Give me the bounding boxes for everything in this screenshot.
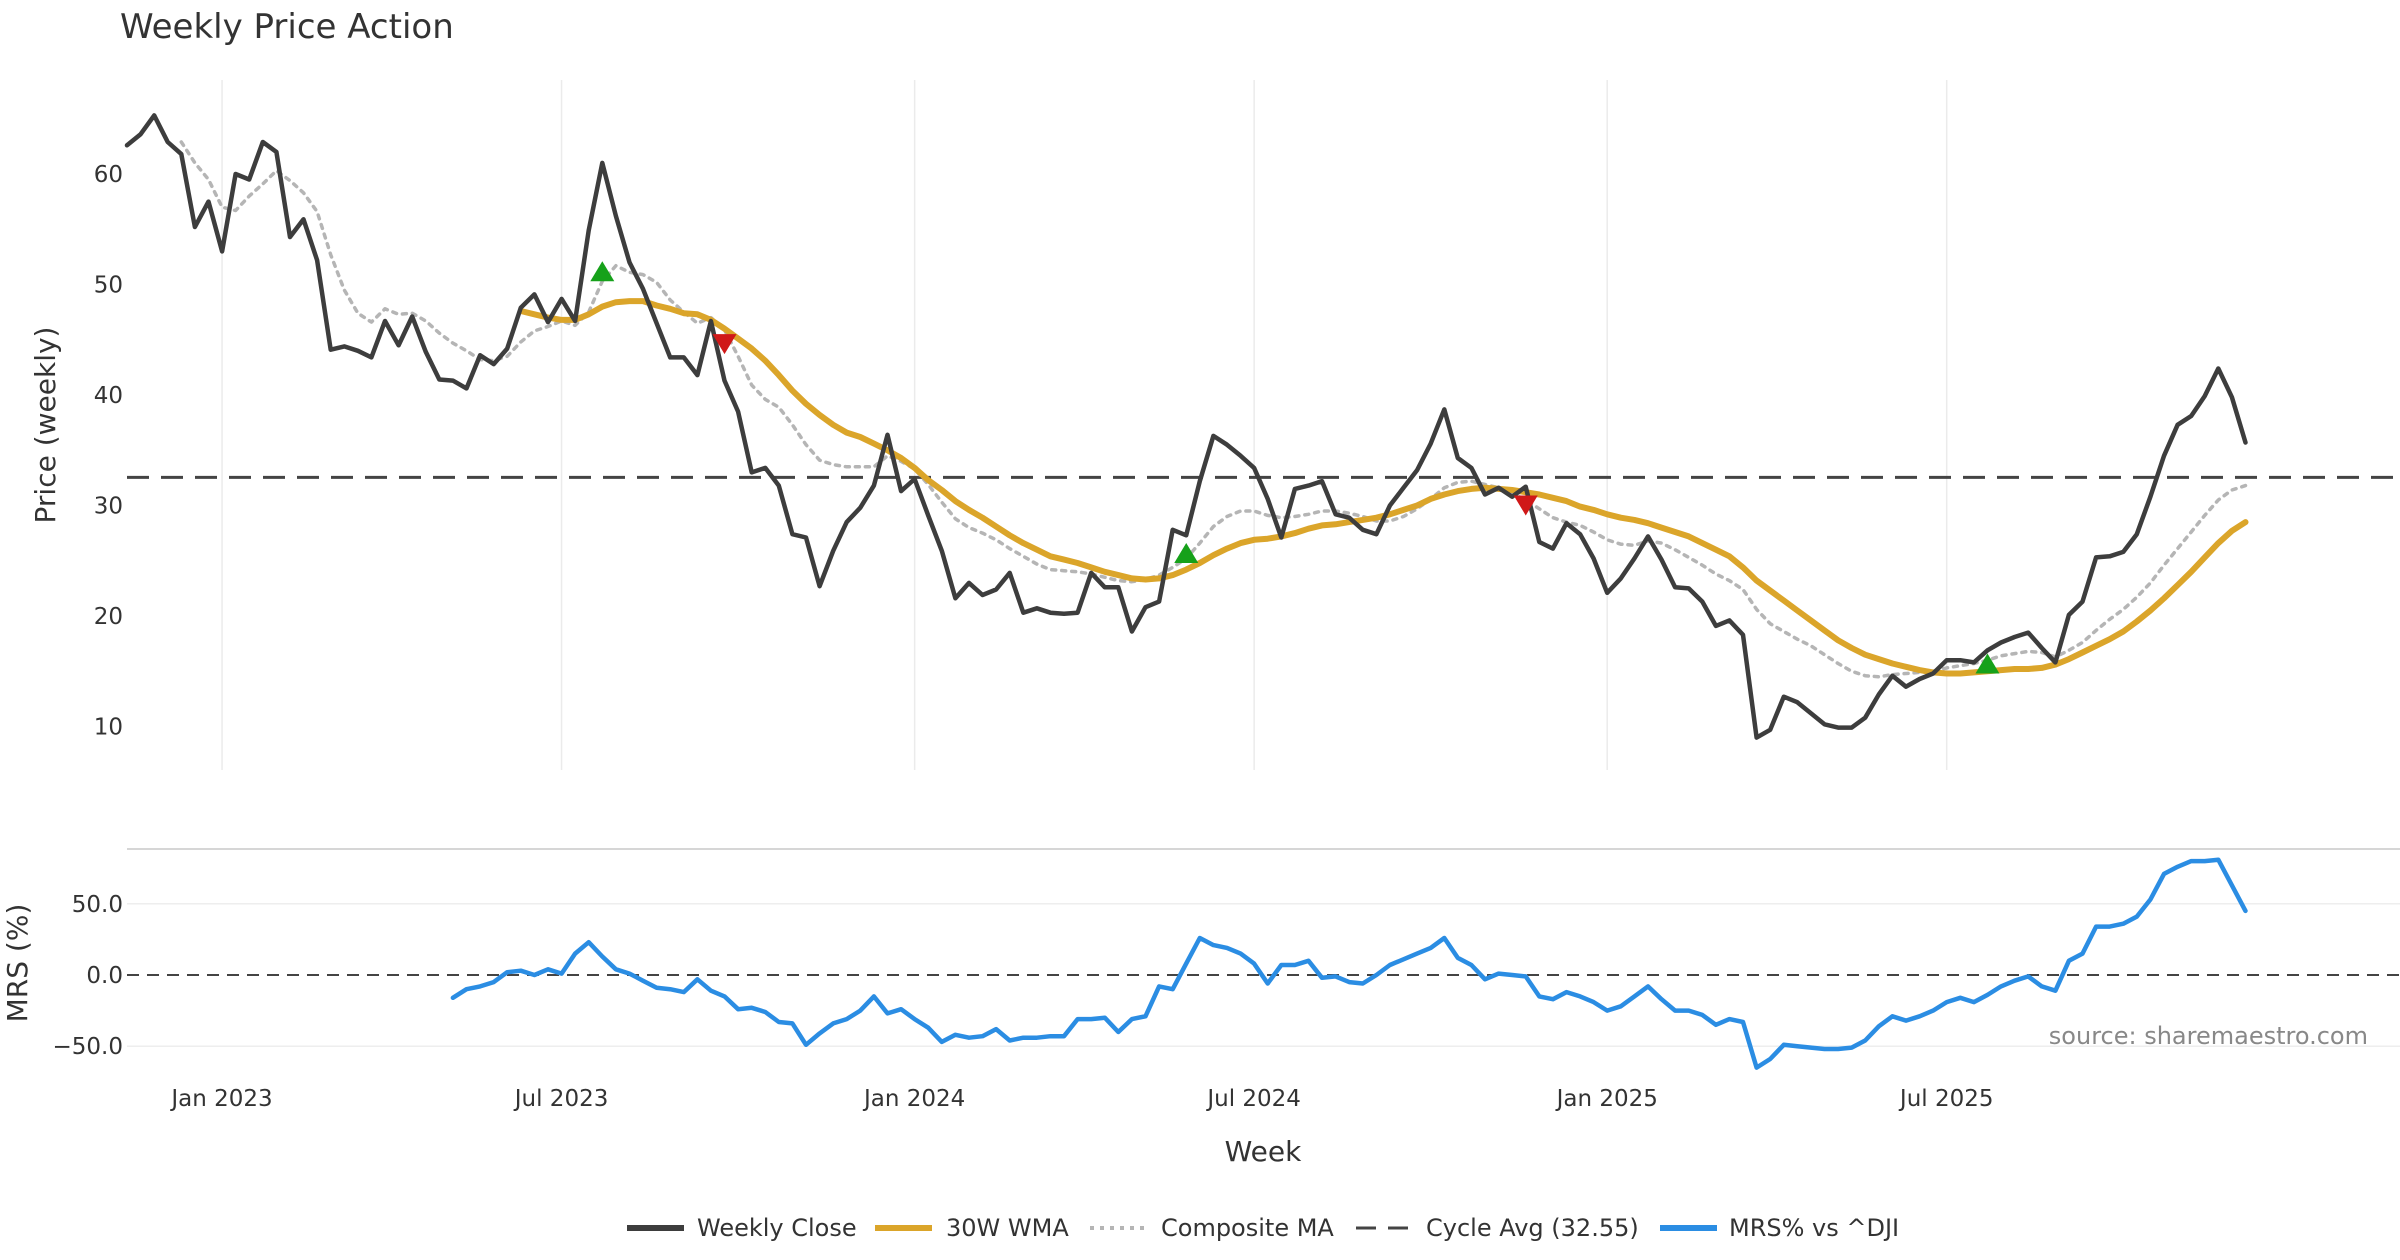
x-tick-label: Jan 2023 — [169, 1086, 272, 1112]
chart-title: Weekly Price Action — [120, 7, 454, 47]
price-y-axis-title: Price (weekly) — [29, 327, 62, 524]
x-tick-label: Jan 2024 — [862, 1086, 965, 1112]
legend-label: 30W WMA — [946, 1214, 1069, 1242]
mrs-y-tick-label: 50.0 — [72, 892, 123, 918]
legend-label: Cycle Avg (32.55) — [1426, 1214, 1639, 1242]
x-tick-label: Jul 2025 — [1898, 1086, 1994, 1112]
mrs-y-tick-label: −50.0 — [53, 1034, 123, 1060]
weekly-close-line — [124, 113, 2248, 740]
price-y-tick-label: 60 — [94, 162, 123, 188]
buy-signal-marker — [1174, 543, 1199, 564]
mrs-y-axis-title: MRS (%) — [1, 904, 34, 1023]
legend-label: Weekly Close — [697, 1214, 857, 1242]
x-axis-title: Week — [1225, 1135, 1302, 1168]
composite-ma-line — [179, 140, 2248, 679]
legend-label: MRS% vs ^DJI — [1729, 1214, 1899, 1242]
legend-label: Composite MA — [1161, 1214, 1334, 1242]
price-y-tick-label: 40 — [94, 383, 123, 409]
sell-signal-marker — [712, 334, 737, 355]
buy-signal-marker — [590, 261, 615, 282]
source-label: source: sharemaestro.com — [2049, 1022, 2368, 1050]
price-y-tick-label: 50 — [94, 273, 123, 299]
x-tick-label: Jul 2024 — [1205, 1086, 1301, 1112]
sell-signal-marker — [1513, 495, 1538, 516]
x-tick-label: Jan 2025 — [1555, 1086, 1658, 1112]
price-y-tick-label: 10 — [94, 715, 123, 741]
price-y-tick-label: 20 — [94, 604, 123, 630]
price-y-tick-label: 30 — [94, 494, 123, 520]
buy-signal-marker — [1975, 653, 2000, 674]
mrs-y-tick-label: 0.0 — [86, 963, 123, 989]
mrs-line — [450, 857, 2248, 1070]
x-tick-label: Jul 2023 — [513, 1086, 609, 1112]
